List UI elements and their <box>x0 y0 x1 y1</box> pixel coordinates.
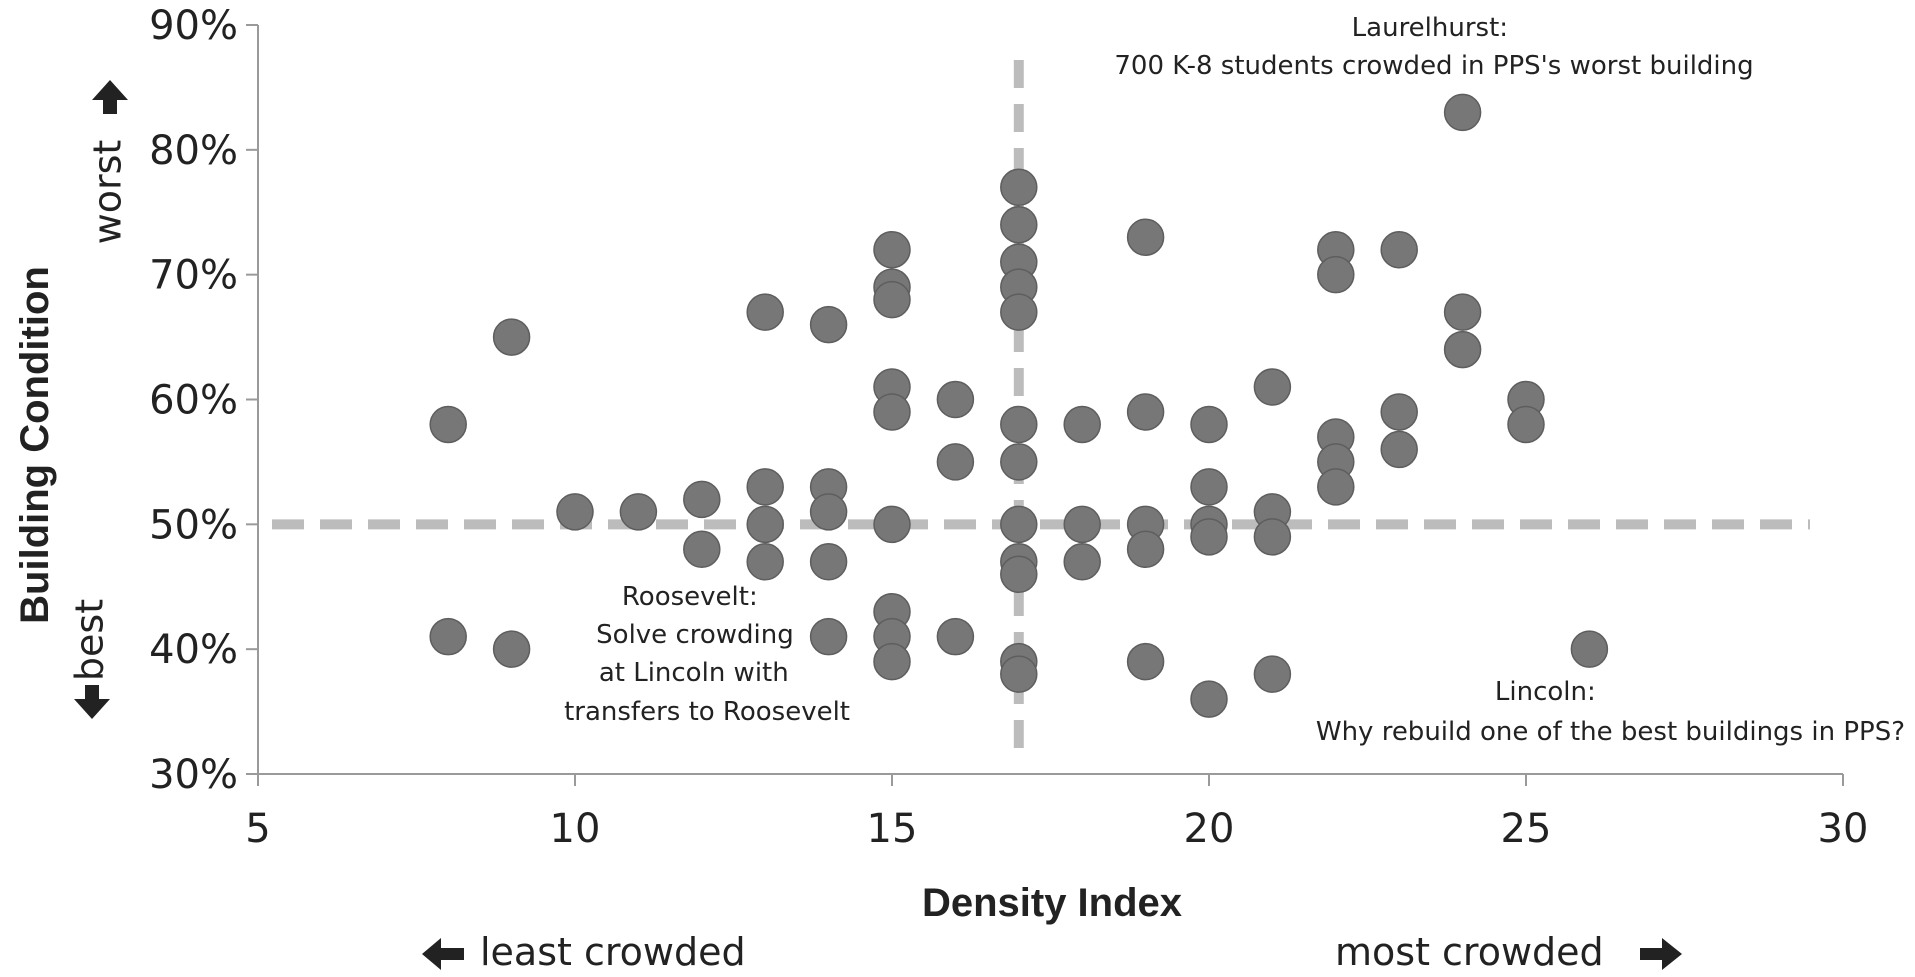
annotation-roosevelt-line-2: Solve crowding <box>596 620 794 650</box>
data-point <box>1190 468 1228 506</box>
y-tick-label: 70% <box>149 253 238 299</box>
data-point <box>1063 543 1101 581</box>
data-point <box>746 543 784 581</box>
data-point <box>873 230 911 269</box>
annotation-roosevelt-line-1: Roosevelt: <box>622 582 758 612</box>
annotation-roosevelt-line-3: at Lincoln with <box>599 658 789 688</box>
data-point <box>873 505 911 544</box>
data-point <box>809 305 848 344</box>
data-point <box>873 393 911 431</box>
arrow-down-icon <box>74 685 110 719</box>
data-point <box>492 630 531 668</box>
data-point <box>746 293 784 331</box>
worst-label: worst <box>86 140 130 245</box>
x-tick-label: 15 <box>867 806 918 852</box>
data-point <box>1443 330 1482 369</box>
data-point <box>1253 655 1292 693</box>
data-point <box>1126 642 1165 681</box>
data-point <box>1000 443 1038 481</box>
data-point <box>1000 405 1038 444</box>
y-axis-ticks: 30% 40% 50% 60% 70% 80% 90% <box>149 3 258 798</box>
data-point <box>1317 255 1355 294</box>
data-point <box>873 280 911 319</box>
arrow-right-icon <box>1640 938 1682 970</box>
y-tick-label: 30% <box>149 752 238 798</box>
data-point <box>1380 430 1418 469</box>
data-point <box>746 505 784 544</box>
data-point <box>1063 405 1101 444</box>
data-point <box>1190 518 1228 556</box>
data-point <box>1000 555 1038 594</box>
data-point <box>556 493 594 531</box>
y-direction-best: best <box>68 599 112 719</box>
data-point <box>1000 205 1038 244</box>
data-point <box>1380 230 1418 269</box>
data-point <box>1000 168 1038 207</box>
annotation-roosevelt: Roosevelt: Solve crowding at Lincoln wit… <box>564 582 850 727</box>
x-tick-label: 10 <box>550 806 601 852</box>
data-point <box>1443 293 1482 331</box>
data-point <box>1126 530 1165 569</box>
data-point <box>1000 655 1038 693</box>
data-point <box>1380 393 1418 431</box>
y-axis-title: Building Condition <box>13 266 57 624</box>
data-point <box>1000 293 1038 331</box>
x-tick-label: 5 <box>245 806 270 852</box>
data-point <box>1570 630 1609 668</box>
annotation-laurelhurst: Laurelhurst: 700 K-8 students crowded in… <box>1114 13 1753 81</box>
data-point <box>429 405 467 444</box>
x-axis-title: Density Index <box>922 881 1182 925</box>
data-point <box>619 493 658 531</box>
data-point <box>1253 518 1292 556</box>
most-crowded-label: most crowded <box>1335 930 1604 974</box>
arrow-left-icon <box>422 938 464 970</box>
data-point <box>683 530 721 569</box>
y-tick-label: 40% <box>149 627 238 673</box>
y-direction-worst: worst <box>86 80 130 244</box>
least-crowded-label: least crowded <box>480 930 746 974</box>
y-tick-label: 90% <box>149 3 238 49</box>
x-tick-label: 20 <box>1184 806 1235 852</box>
data-point <box>1253 368 1292 406</box>
data-points <box>429 93 1609 718</box>
data-point <box>809 493 848 531</box>
data-point <box>1063 505 1101 544</box>
annotation-lincoln-line-2: Why rebuild one of the best buildings in… <box>1316 717 1905 747</box>
data-point <box>936 380 975 419</box>
data-point <box>936 617 975 656</box>
x-tick-label: 30 <box>1818 806 1869 852</box>
data-point <box>873 642 911 681</box>
x-tick-label: 25 <box>1501 806 1552 852</box>
y-tick-label: 60% <box>149 378 238 424</box>
annotation-laurelhurst-line-2: 700 K-8 students crowded in PPS's worst … <box>1114 51 1753 81</box>
data-point <box>1126 393 1165 431</box>
data-point <box>683 480 721 519</box>
data-point <box>809 617 848 656</box>
data-point <box>1507 405 1545 444</box>
data-point <box>1317 468 1355 506</box>
data-point <box>809 543 848 581</box>
data-point <box>1190 405 1228 444</box>
data-point <box>1443 93 1482 132</box>
data-point <box>1000 505 1038 544</box>
x-axis-ticks: 5 10 15 20 25 30 <box>245 774 1868 852</box>
y-tick-label: 50% <box>149 502 238 548</box>
data-point <box>1190 680 1228 718</box>
data-point <box>429 617 467 656</box>
data-point <box>492 318 531 356</box>
data-point <box>746 468 784 506</box>
best-label: best <box>68 599 112 681</box>
annotation-lincoln-line-1: Lincoln: <box>1495 677 1596 707</box>
data-point <box>936 443 975 481</box>
arrow-up-icon <box>92 80 128 114</box>
data-point <box>1126 218 1165 256</box>
annotation-roosevelt-line-4: transfers to Roosevelt <box>564 697 850 727</box>
y-tick-label: 80% <box>149 128 238 174</box>
annotation-lincoln: Lincoln: Why rebuild one of the best bui… <box>1316 677 1905 747</box>
annotation-laurelhurst-line-1: Laurelhurst: <box>1352 13 1508 43</box>
